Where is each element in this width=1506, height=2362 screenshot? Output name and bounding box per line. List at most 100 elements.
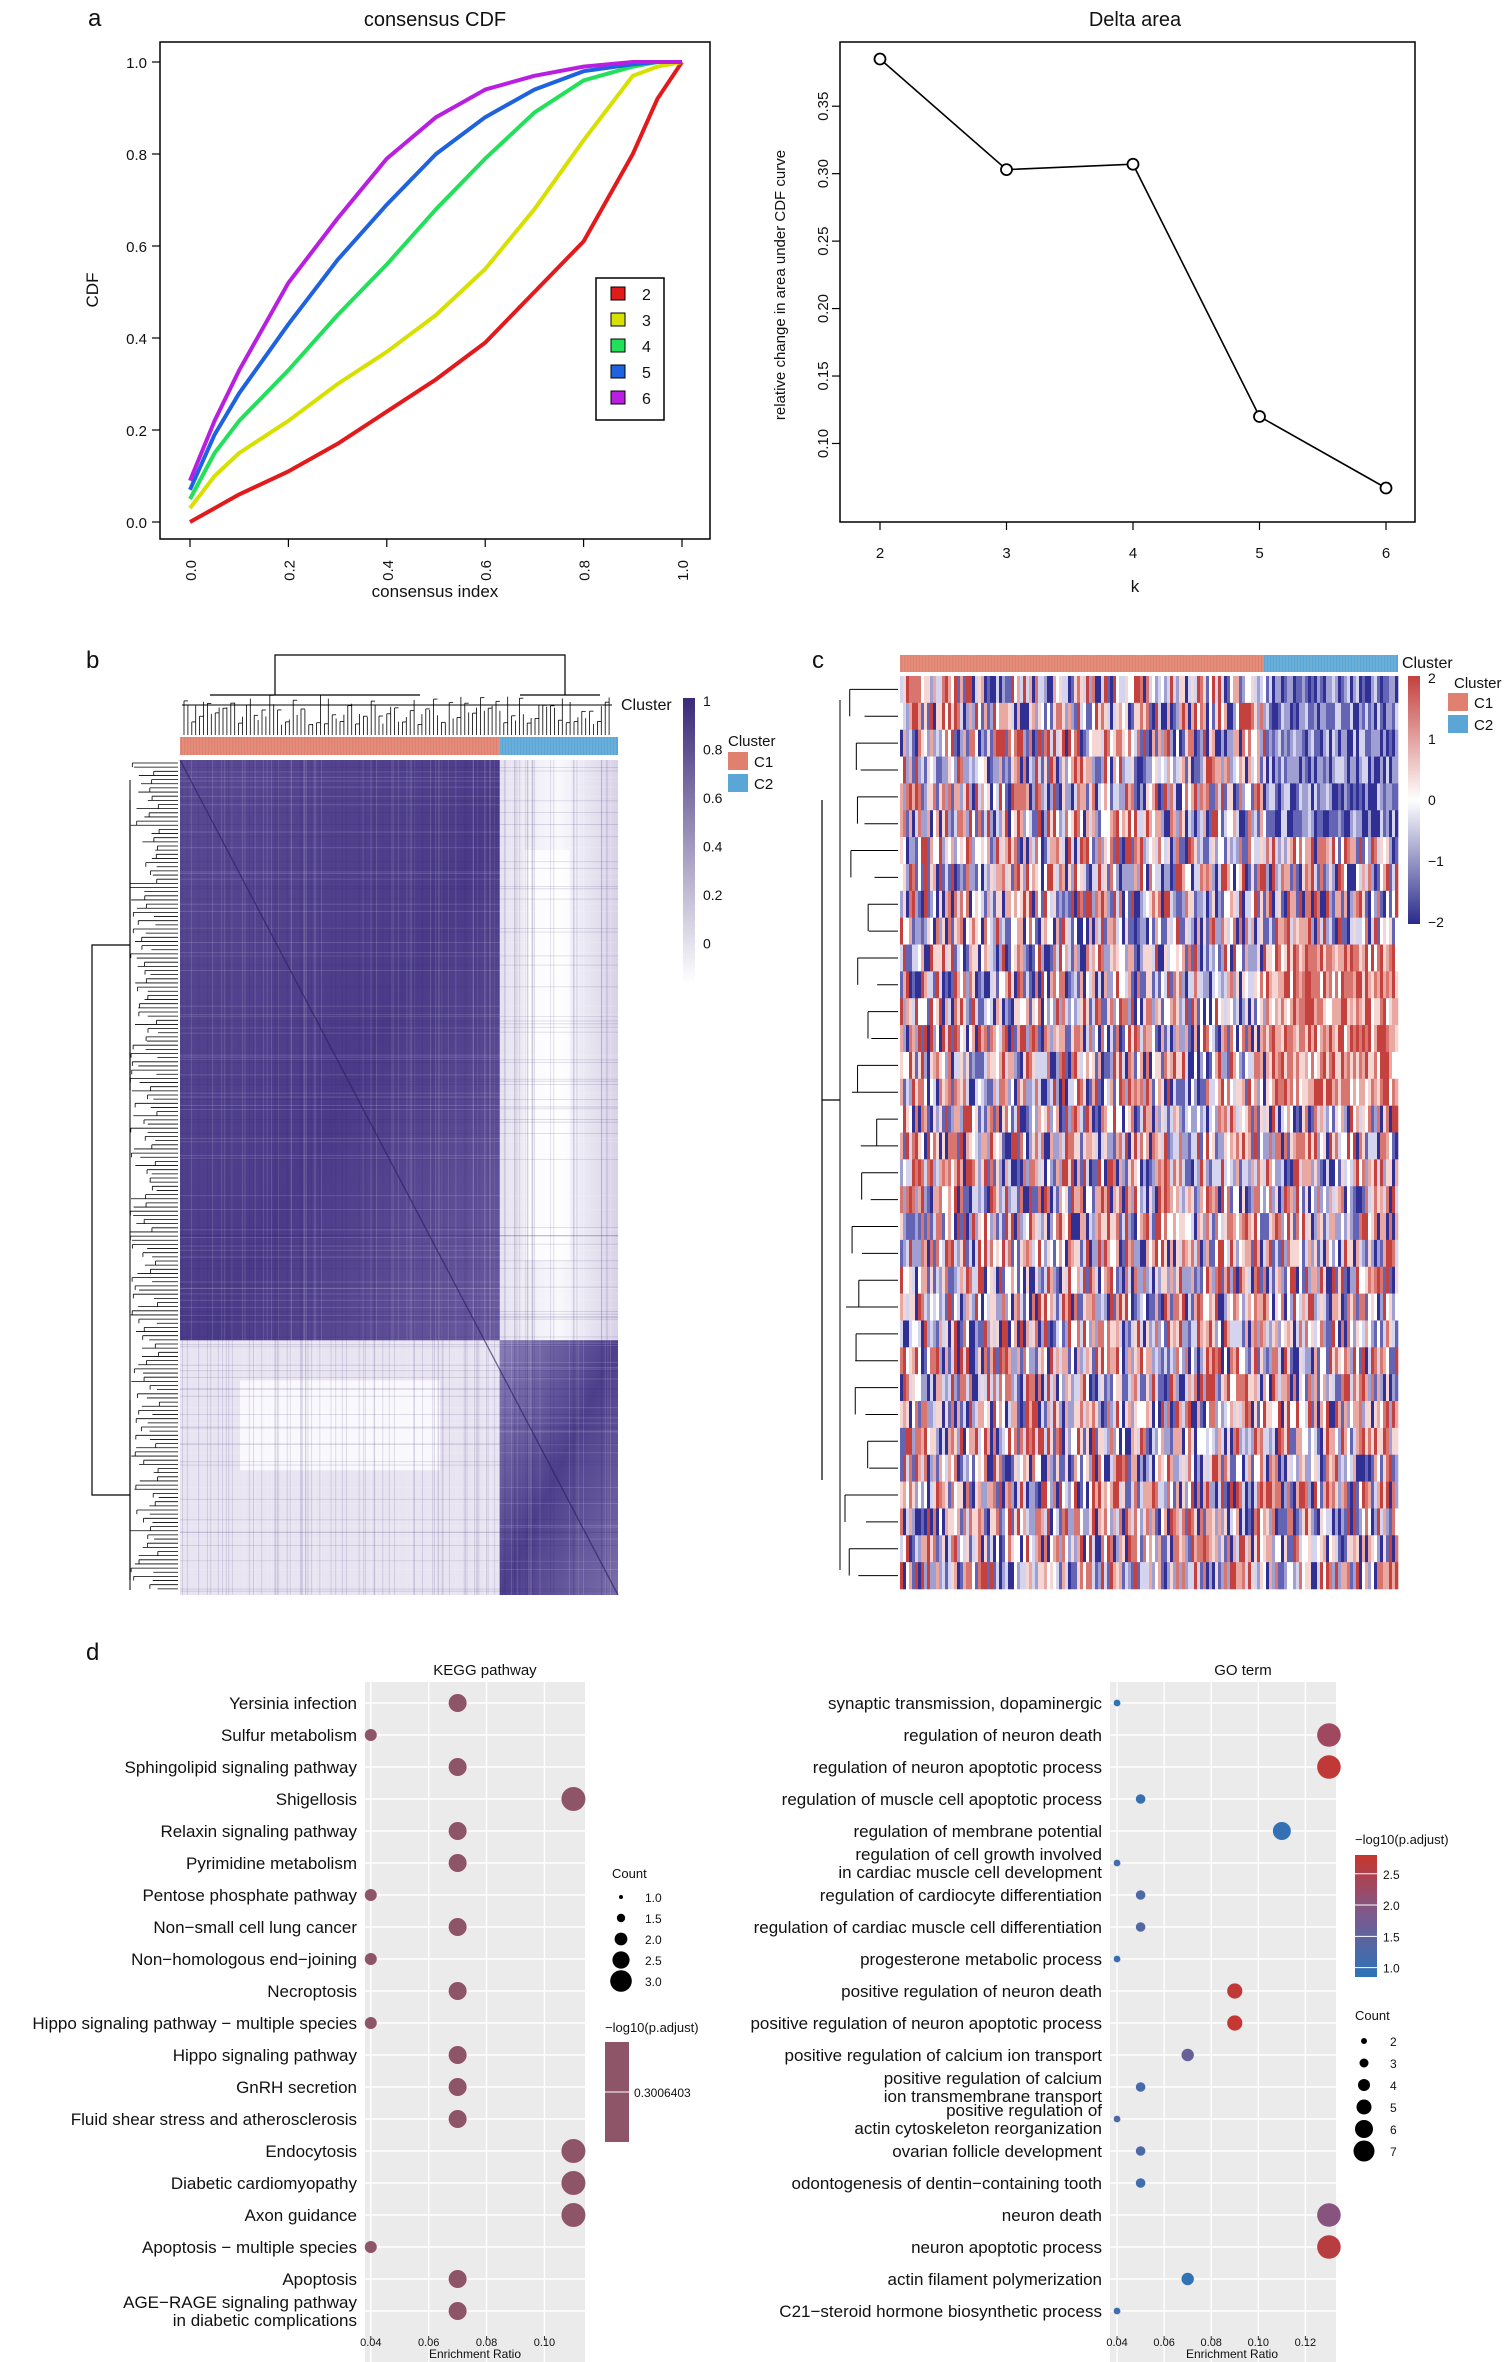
expression-cell [1323, 1025, 1327, 1053]
expression-cell [1044, 971, 1048, 999]
expression-cell [900, 998, 904, 1026]
expression-cell [1338, 1186, 1342, 1214]
expression-cell [969, 1159, 973, 1187]
expression-cell [1170, 783, 1174, 811]
expression-cell [1314, 702, 1318, 730]
expression-cell [1251, 783, 1255, 811]
expression-cell [1311, 1051, 1315, 1080]
expression-cell [1344, 944, 1348, 972]
expression-cell [1047, 971, 1051, 999]
expression-cell [963, 756, 967, 784]
expression-cell [1098, 1186, 1102, 1214]
expression-cell [1329, 890, 1333, 918]
expression-cell [900, 783, 904, 811]
expression-cell [1128, 756, 1132, 784]
expression-cell [1149, 1105, 1153, 1133]
expression-cell [1254, 971, 1258, 999]
expression-cell [1266, 810, 1270, 838]
expression-cell [1173, 1025, 1177, 1053]
expression-cell [909, 1239, 913, 1268]
expression-cell [1032, 1266, 1036, 1294]
expression-cell [1314, 676, 1318, 704]
expression-cell [1029, 1266, 1033, 1294]
expression-cell [945, 1159, 949, 1187]
expression-cell [1317, 1078, 1321, 1106]
expression-cell [1122, 783, 1126, 811]
expression-cell [918, 1186, 922, 1214]
expression-cell [984, 676, 988, 704]
expression-cell [1386, 756, 1390, 784]
expression-cell [1293, 863, 1297, 892]
expression-cell [987, 890, 991, 918]
expression-cell [1068, 1266, 1072, 1294]
expression-cell [1044, 1105, 1048, 1133]
expression-cell [1284, 1186, 1288, 1214]
expression-cell [1272, 1078, 1276, 1106]
expression-cell [1236, 783, 1240, 811]
expression-cell [1359, 729, 1363, 757]
expression-cell [1233, 1105, 1237, 1133]
expression-cell [1260, 944, 1264, 972]
expression-cell [1125, 890, 1129, 918]
expression-cell [1098, 1213, 1102, 1241]
expression-cell [1278, 702, 1282, 730]
expression-cell [1347, 1078, 1351, 1106]
expression-cell [1281, 676, 1285, 704]
expression-cell [930, 810, 934, 838]
expression-cell [930, 837, 934, 865]
expression-cell [945, 1186, 949, 1214]
expression-cell [1176, 1025, 1180, 1053]
expression-cell [1143, 1213, 1147, 1241]
expression-cell [1302, 971, 1306, 999]
expression-cell [1023, 1105, 1027, 1133]
expression-cell [1320, 1025, 1324, 1053]
expression-cell [1395, 890, 1399, 918]
expression-cell [1065, 1025, 1069, 1053]
expression-cell [1224, 1051, 1228, 1080]
expression-cell [1329, 729, 1333, 757]
expression-cell [960, 917, 964, 945]
expression-cell [1104, 1186, 1108, 1214]
expression-cell [1050, 1105, 1054, 1133]
expression-cell [951, 890, 955, 918]
expression-cell [903, 1159, 907, 1187]
expression-cell [1203, 676, 1207, 704]
cdf-ytick-label: 0.0 [126, 515, 147, 532]
expression-cell [1389, 863, 1393, 892]
expression-cell [1026, 729, 1030, 757]
expression-cell [915, 756, 919, 784]
expression-cell [1323, 702, 1327, 730]
expression-cell [1020, 1186, 1024, 1214]
expression-cell [990, 676, 994, 704]
expression-cell [1368, 890, 1372, 918]
expression-cell [1032, 917, 1036, 945]
expression-cell [1392, 1132, 1396, 1160]
expression-cell [1161, 1078, 1165, 1106]
expression-cell [1365, 998, 1369, 1026]
expression-cell [1311, 1213, 1315, 1241]
expression-cell [1389, 702, 1393, 730]
expression-cell [1080, 1266, 1084, 1294]
expression-cell [1092, 1051, 1096, 1080]
expression-cell [1371, 837, 1375, 865]
expression-cell [1314, 729, 1318, 757]
expression-cell [1353, 1105, 1357, 1133]
expression-cell [1203, 1239, 1207, 1268]
expression-cell [906, 1266, 910, 1294]
expression-cell [1152, 729, 1156, 757]
expression-cell [948, 729, 952, 757]
expression-cell [1302, 729, 1306, 757]
expression-cell [1110, 971, 1114, 999]
expression-cell [1044, 837, 1048, 865]
expression-cell [1266, 783, 1270, 811]
expression-cell [1137, 998, 1141, 1026]
expression-cell [1395, 837, 1399, 865]
expression-cell [1215, 1051, 1219, 1080]
expression-cell [1323, 1159, 1327, 1187]
expression-cell [948, 1105, 952, 1133]
expression-cell [1266, 890, 1270, 918]
expression-cell [1224, 1132, 1228, 1160]
expression-cell [1005, 1051, 1009, 1080]
expression-cell [1029, 1105, 1033, 1133]
